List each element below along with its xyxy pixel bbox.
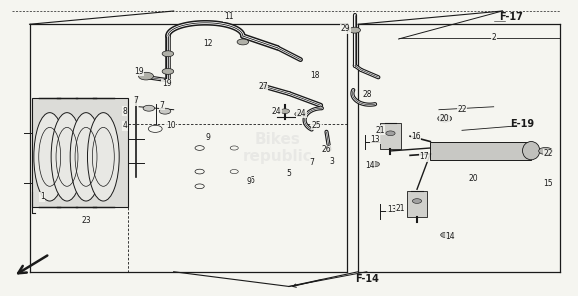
Text: 19: 19	[162, 79, 172, 88]
Text: 14: 14	[365, 161, 375, 170]
Text: 10: 10	[166, 121, 176, 131]
FancyBboxPatch shape	[407, 191, 427, 217]
Circle shape	[438, 115, 451, 122]
Text: 18: 18	[310, 71, 320, 80]
Circle shape	[440, 232, 451, 238]
Text: 6: 6	[249, 176, 254, 185]
Text: F-17: F-17	[499, 12, 523, 22]
Text: 27: 27	[258, 82, 268, 91]
Text: 1: 1	[40, 192, 45, 201]
Text: 20: 20	[469, 174, 479, 184]
Circle shape	[369, 162, 380, 167]
Text: 15: 15	[544, 179, 553, 188]
Text: Bikes
republic: Bikes republic	[243, 132, 312, 164]
Text: 9: 9	[246, 177, 251, 186]
Text: 5: 5	[287, 168, 291, 178]
Text: 22: 22	[544, 149, 553, 158]
Circle shape	[280, 109, 290, 114]
Circle shape	[386, 131, 395, 136]
Text: 17: 17	[420, 152, 429, 161]
Text: 4: 4	[122, 121, 127, 131]
Circle shape	[162, 68, 173, 74]
Text: 24: 24	[272, 107, 281, 116]
Text: 13: 13	[387, 205, 397, 214]
Text: 20: 20	[440, 114, 450, 123]
Text: 7: 7	[134, 96, 139, 105]
Text: 21: 21	[395, 204, 405, 213]
Ellipse shape	[87, 113, 119, 201]
Circle shape	[139, 72, 154, 80]
Text: 2: 2	[491, 33, 496, 42]
Ellipse shape	[70, 113, 102, 201]
Text: 29: 29	[340, 24, 350, 33]
Text: F-14: F-14	[355, 274, 379, 284]
Text: 8: 8	[123, 107, 127, 116]
Text: 16: 16	[411, 132, 421, 141]
Circle shape	[143, 105, 155, 111]
FancyBboxPatch shape	[32, 98, 128, 207]
Text: 11: 11	[224, 12, 233, 21]
Text: 28: 28	[362, 91, 372, 99]
Ellipse shape	[34, 113, 65, 201]
Text: 26: 26	[322, 145, 331, 154]
Text: 7: 7	[310, 158, 314, 167]
Text: 21: 21	[375, 126, 385, 135]
Text: 23: 23	[81, 216, 91, 225]
Text: 14: 14	[446, 232, 455, 241]
Circle shape	[237, 39, 249, 45]
Text: 12: 12	[203, 39, 213, 48]
Text: 22: 22	[457, 105, 466, 114]
Ellipse shape	[51, 113, 83, 201]
Circle shape	[539, 147, 553, 155]
Circle shape	[162, 51, 173, 57]
Circle shape	[412, 199, 421, 203]
Text: 3: 3	[330, 157, 335, 166]
Text: 24: 24	[297, 109, 306, 118]
Ellipse shape	[523, 141, 540, 160]
Text: 13: 13	[370, 135, 380, 144]
FancyBboxPatch shape	[430, 141, 531, 160]
Circle shape	[349, 27, 361, 33]
Text: 7: 7	[160, 101, 165, 110]
FancyBboxPatch shape	[380, 123, 401, 149]
Text: 9: 9	[206, 133, 211, 142]
Text: 25: 25	[312, 120, 321, 130]
Text: E-19: E-19	[510, 119, 535, 129]
Circle shape	[295, 112, 304, 117]
Circle shape	[160, 108, 171, 114]
Text: 19: 19	[134, 67, 144, 76]
